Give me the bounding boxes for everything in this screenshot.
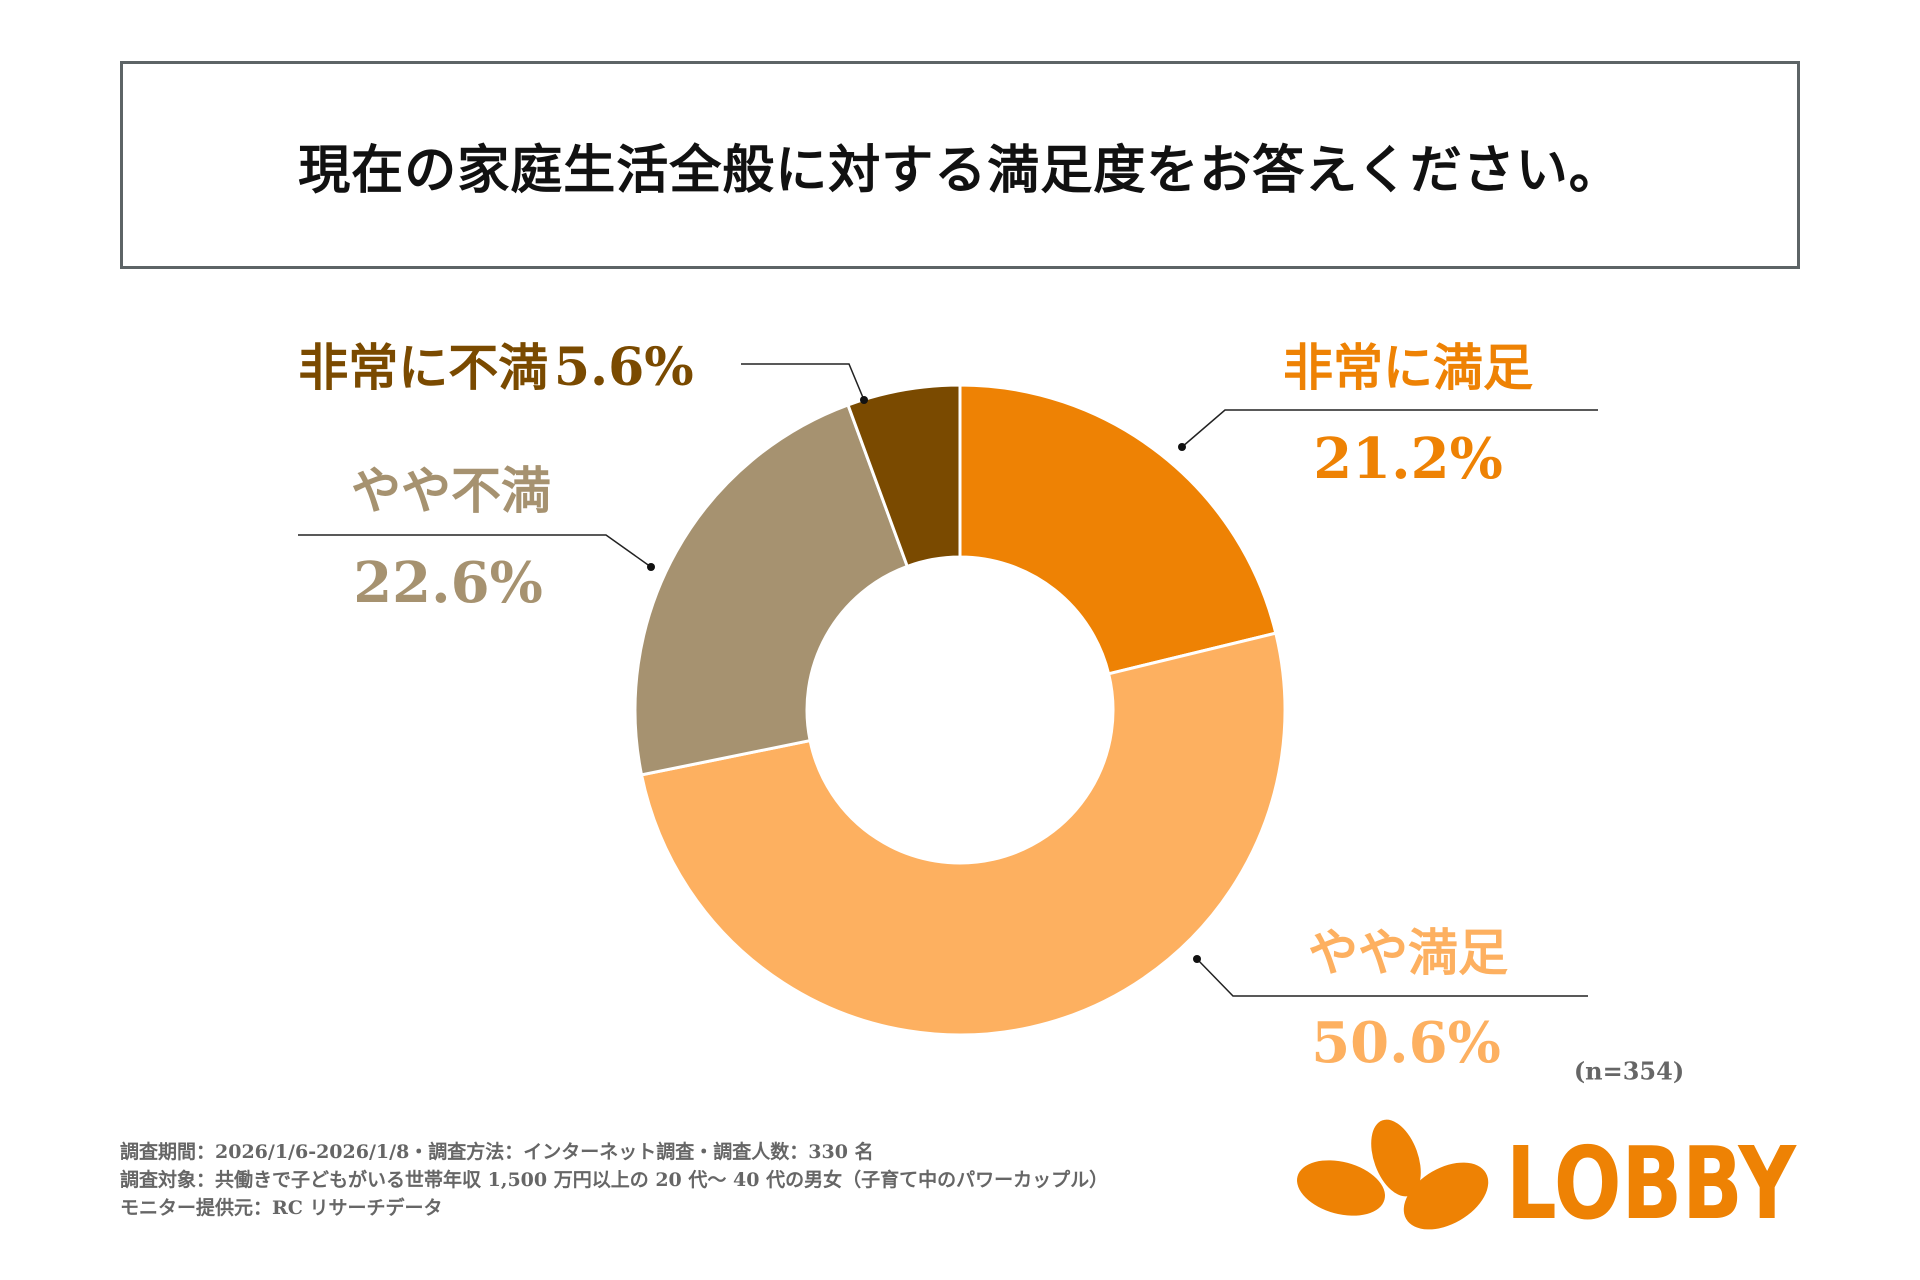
chart-title: 現在の家庭生活全般に対する満足度をお答えください。 <box>298 139 1622 201</box>
label-very-satisfied: 非常に満足 <box>1283 338 1533 397</box>
footnote-line: モニター提供元：RC リサーチデータ <box>120 1197 443 1219</box>
leader-line-very-satisfied <box>1181 409 1598 448</box>
survey-footnote: 調査期間：2026/1/6-2026/1/8・調査方法：インターネット調査・調査… <box>120 1138 1108 1222</box>
label-somewhat-dissatisfied: やや不満 <box>351 461 551 520</box>
footnote-line: 調査期間：2026/1/6-2026/1/8・調査方法：インターネット調査・調査… <box>120 1141 874 1163</box>
label-very-dissatisfied: 非常に不満 5.6% <box>298 328 693 400</box>
label-somewhat-satisfied: やや満足 <box>1308 923 1508 982</box>
donut-slice-2 <box>639 631 1287 1037</box>
footnote-line: 調査対象：共働きで子どもがいる世帯年収 1,500 万円以上の 20 代～ 40… <box>120 1169 1109 1191</box>
svg-text:LOBBY: LOBBY <box>1506 1125 1797 1230</box>
pct-somewhat-dissatisfied: 22.6% <box>353 550 543 616</box>
donut-slice-1 <box>958 383 1278 676</box>
leader-lines <box>298 363 1598 997</box>
leader-line-somewhat-satisfied <box>1196 958 1588 997</box>
label-very-dissatisfied-category: 非常に不満 <box>298 338 549 397</box>
sample-size: (n=354) <box>1573 1056 1685 1086</box>
donut-slice-3 <box>633 402 910 777</box>
lobby-logo: LOBBY <box>1297 1119 1797 1230</box>
pct-very-satisfied: 21.2% <box>1313 426 1503 492</box>
leaf-mark-icon <box>1297 1119 1489 1230</box>
leader-line-very-dissatisfied <box>741 363 865 401</box>
leader-dot <box>647 563 655 571</box>
leader-dot <box>1193 955 1201 963</box>
leader-line-somewhat-dissatisfied <box>298 534 652 568</box>
leader-dot <box>1178 443 1186 451</box>
title-box: 現在の家庭生活全般に対する満足度をお答えください。 <box>120 61 1800 269</box>
donut-slice-4 <box>846 383 962 569</box>
pct-very-dissatisfied: 5.6% <box>553 337 694 398</box>
pct-somewhat-satisfied: 50.6% <box>1311 1010 1501 1076</box>
leader-dot <box>860 396 868 404</box>
